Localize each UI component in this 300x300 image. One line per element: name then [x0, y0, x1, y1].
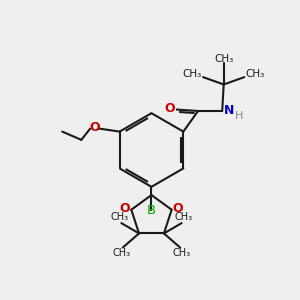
Text: CH₃: CH₃	[111, 212, 129, 222]
Text: O: O	[89, 121, 100, 134]
Text: CH₃: CH₃	[182, 69, 202, 79]
Text: CH₃: CH₃	[172, 248, 191, 258]
Text: O: O	[173, 202, 183, 215]
Text: H: H	[235, 111, 243, 121]
Text: CH₃: CH₃	[174, 212, 192, 222]
Text: B: B	[147, 204, 156, 217]
Text: N: N	[224, 104, 234, 117]
Text: CH₃: CH₃	[246, 69, 265, 79]
Text: O: O	[164, 102, 175, 116]
Text: CH₃: CH₃	[112, 248, 130, 258]
Text: CH₃: CH₃	[214, 54, 233, 64]
Text: O: O	[119, 202, 130, 215]
